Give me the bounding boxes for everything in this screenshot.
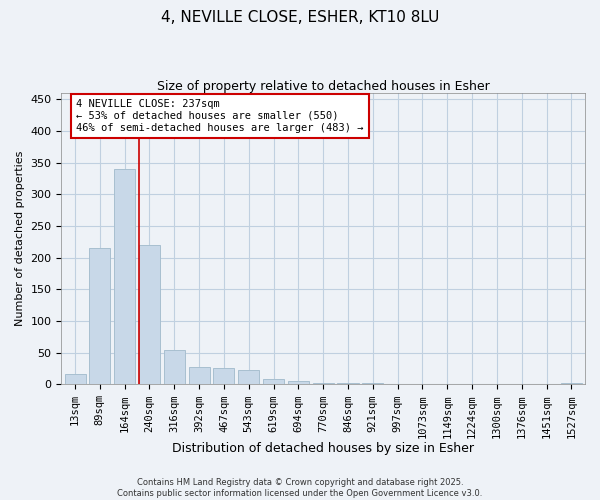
Bar [561, 383, 582, 384]
Bar [313, 383, 334, 384]
Bar [114, 169, 135, 384]
Bar [238, 370, 259, 384]
Bar [164, 350, 185, 384]
Bar [337, 383, 359, 384]
Bar [65, 374, 86, 384]
Bar [288, 381, 309, 384]
Title: Size of property relative to detached houses in Esher: Size of property relative to detached ho… [157, 80, 490, 93]
Bar [139, 245, 160, 384]
Text: 4 NEVILLE CLOSE: 237sqm
← 53% of detached houses are smaller (550)
46% of semi-d: 4 NEVILLE CLOSE: 237sqm ← 53% of detache… [76, 100, 364, 132]
Bar [214, 368, 235, 384]
Bar [188, 368, 209, 384]
Bar [362, 383, 383, 384]
Text: Contains HM Land Registry data © Crown copyright and database right 2025.
Contai: Contains HM Land Registry data © Crown c… [118, 478, 482, 498]
Y-axis label: Number of detached properties: Number of detached properties [15, 151, 25, 326]
Bar [89, 248, 110, 384]
Text: 4, NEVILLE CLOSE, ESHER, KT10 8LU: 4, NEVILLE CLOSE, ESHER, KT10 8LU [161, 10, 439, 25]
X-axis label: Distribution of detached houses by size in Esher: Distribution of detached houses by size … [172, 442, 474, 455]
Bar [263, 378, 284, 384]
